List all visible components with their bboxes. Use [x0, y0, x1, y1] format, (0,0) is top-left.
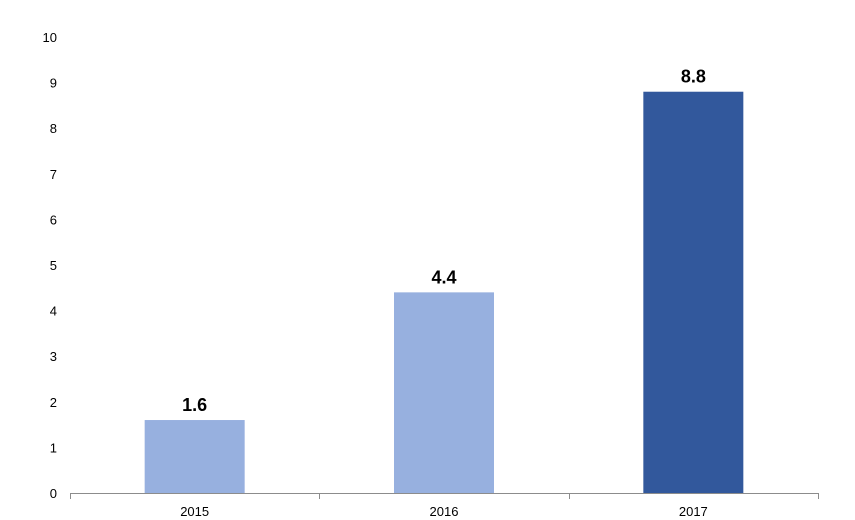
y-tick-label: 2 [50, 395, 57, 410]
data-label-2015: 1.6 [182, 395, 207, 415]
bar-2016 [394, 292, 494, 493]
y-tick-label: 5 [50, 258, 57, 273]
y-tick-label: 9 [50, 76, 57, 91]
x-tick-label: 2016 [430, 504, 459, 519]
bar-2015 [144, 420, 245, 493]
y-tick-label: 8 [50, 121, 57, 136]
bars [144, 91, 744, 493]
y-tick-label: 4 [50, 304, 57, 319]
x-axis-tick-labels: 2015 2016 2017 [180, 504, 708, 519]
bar-2017 [643, 91, 744, 493]
x-tick-label: 2017 [679, 504, 708, 519]
data-label-2017: 8.8 [681, 67, 706, 87]
y-tick-label: 7 [50, 167, 57, 182]
x-tick-label: 2015 [180, 504, 209, 519]
y-axis-tick-labels: 0 1 2 3 4 5 6 7 8 9 10 [43, 30, 57, 501]
data-label-2016: 4.4 [431, 267, 456, 287]
y-tick-label: 3 [50, 349, 57, 364]
y-tick-label: 1 [50, 440, 57, 455]
y-tick-label: 6 [50, 212, 57, 227]
y-tick-label: 0 [50, 486, 57, 501]
bar-data-labels: 1.6 4.4 8.8 [182, 67, 706, 415]
y-tick-label: 10 [43, 30, 57, 45]
x-axis [70, 493, 819, 499]
